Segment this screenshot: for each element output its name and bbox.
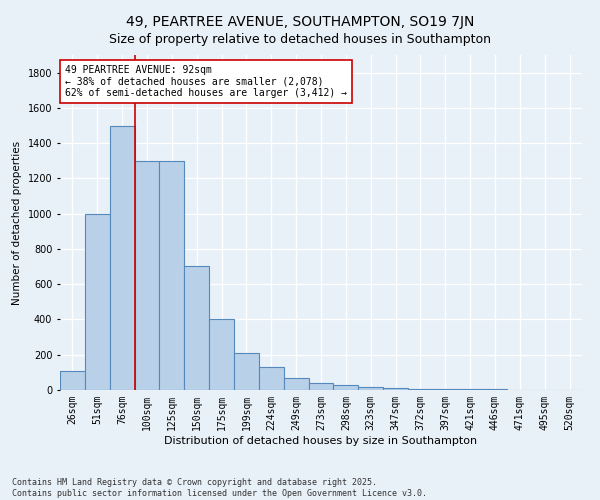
Bar <box>60 372 85 390</box>
Bar <box>160 161 184 390</box>
Bar <box>85 214 110 390</box>
Text: 49, PEARTREE AVENUE, SOUTHAMPTON, SO19 7JN: 49, PEARTREE AVENUE, SOUTHAMPTON, SO19 7… <box>126 15 474 29</box>
Text: Size of property relative to detached houses in Southampton: Size of property relative to detached ho… <box>109 32 491 46</box>
Bar <box>383 388 408 390</box>
X-axis label: Distribution of detached houses by size in Southampton: Distribution of detached houses by size … <box>164 436 478 446</box>
Text: Contains HM Land Registry data © Crown copyright and database right 2025.
Contai: Contains HM Land Registry data © Crown c… <box>12 478 427 498</box>
Bar <box>308 383 334 390</box>
Bar <box>134 161 160 390</box>
Bar <box>259 367 284 390</box>
Bar <box>234 353 259 390</box>
Text: 49 PEARTREE AVENUE: 92sqm
← 38% of detached houses are smaller (2,078)
62% of se: 49 PEARTREE AVENUE: 92sqm ← 38% of detac… <box>65 65 347 98</box>
Bar <box>110 126 134 390</box>
Bar <box>334 384 358 390</box>
Y-axis label: Number of detached properties: Number of detached properties <box>12 140 22 304</box>
Bar <box>284 378 308 390</box>
Bar <box>433 389 458 390</box>
Bar <box>209 320 234 390</box>
Bar <box>184 266 209 390</box>
Bar <box>358 388 383 390</box>
Bar <box>408 388 433 390</box>
